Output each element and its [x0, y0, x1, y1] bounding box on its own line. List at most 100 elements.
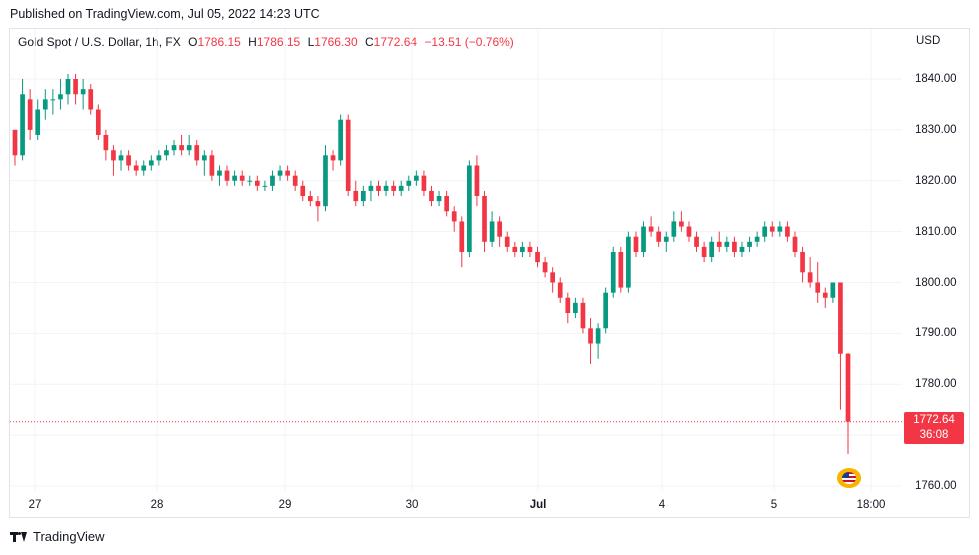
candle-body — [65, 79, 71, 95]
candle-body — [686, 226, 692, 237]
candle — [65, 73, 71, 105]
candle-body — [353, 190, 359, 202]
candle-body — [739, 246, 745, 252]
candle — [270, 170, 275, 191]
last-price-tag: 1772.64 36:08 — [904, 412, 964, 444]
ohlc-legend: Gold Spot / U.S. Dollar, 1h, FX O1786.15… — [18, 35, 514, 49]
candle-body — [217, 170, 222, 176]
candle — [822, 287, 828, 308]
candle-body — [641, 226, 646, 252]
candle — [580, 297, 586, 334]
candle-body — [383, 185, 389, 191]
candle — [300, 180, 306, 202]
low-label: L — [307, 35, 315, 49]
candle-body — [376, 185, 381, 191]
candle — [603, 287, 609, 334]
candle-body — [338, 119, 343, 161]
brand-name: TradingView — [33, 529, 105, 544]
x-tick-label: 27 — [28, 499, 42, 511]
candle — [217, 165, 222, 186]
candle — [648, 216, 654, 237]
candle — [141, 160, 147, 176]
candle — [785, 221, 790, 242]
candle-body — [467, 165, 472, 252]
candle-body — [186, 145, 192, 151]
candle-body — [573, 302, 578, 314]
candle-body — [95, 109, 101, 135]
candle-body — [807, 272, 813, 283]
x-tick-label: 30 — [405, 499, 419, 511]
candlestick-plot[interactable] — [10, 29, 902, 491]
candle — [845, 352, 851, 454]
candle — [732, 236, 737, 258]
candle — [58, 79, 63, 110]
tradingview-brand[interactable]: TradingView — [10, 529, 105, 544]
candle-body — [474, 165, 480, 197]
candle-body — [179, 145, 184, 151]
candle — [171, 140, 177, 156]
candle — [73, 73, 78, 105]
candle-body — [785, 226, 790, 237]
candle — [239, 170, 245, 186]
x-tick-label: 18:00 — [856, 499, 886, 511]
candle-body — [156, 155, 162, 161]
candle-body — [103, 134, 109, 151]
candle-body — [527, 246, 533, 252]
y-tick-label: 1820.00 — [915, 174, 957, 187]
candle — [103, 129, 109, 161]
candle-body — [323, 155, 328, 207]
candle — [573, 297, 578, 319]
candle-body — [747, 241, 752, 247]
candle-body — [732, 241, 737, 252]
symbol-title[interactable]: Gold Spot / U.S. Dollar, 1h, FX — [18, 35, 181, 49]
candle — [80, 79, 86, 110]
candle-body — [42, 99, 48, 110]
candle-body — [800, 251, 805, 273]
candle-body — [133, 165, 139, 171]
candle — [179, 134, 184, 156]
candle — [610, 246, 616, 298]
candle — [535, 246, 540, 268]
candle — [338, 114, 343, 166]
last-price-value: 1772.64 — [913, 414, 955, 426]
candle-body — [270, 175, 275, 186]
candle-body — [118, 155, 124, 161]
candle-body — [292, 175, 298, 186]
candle-body — [148, 160, 154, 166]
candle-body — [550, 272, 556, 283]
candle-body — [58, 94, 63, 100]
candle-body — [724, 241, 730, 247]
currency-label[interactable]: USD — [916, 35, 941, 47]
candle — [156, 150, 162, 166]
candle — [164, 145, 169, 161]
candle — [550, 267, 556, 293]
candle — [35, 99, 41, 141]
candle — [467, 160, 472, 258]
candle-body — [12, 129, 18, 156]
close-label: C — [365, 35, 374, 49]
candle-body — [254, 180, 260, 186]
candle — [315, 196, 321, 222]
y-tick-label: 1780.00 — [915, 378, 957, 391]
candle-body — [429, 190, 434, 202]
candle-body — [633, 236, 639, 252]
candle — [701, 241, 707, 263]
candle-body — [307, 196, 313, 202]
candle-body — [512, 246, 518, 252]
candle — [307, 190, 313, 207]
candle — [345, 114, 351, 197]
candle — [474, 155, 480, 207]
y-tick-label: 1830.00 — [915, 123, 957, 136]
candle — [421, 170, 427, 197]
us-flag-event-icon[interactable] — [837, 468, 861, 488]
candle — [489, 211, 495, 247]
candle-body — [141, 165, 147, 171]
candle-body — [701, 246, 707, 258]
candle-body — [398, 185, 404, 191]
candle — [800, 246, 805, 283]
candle — [679, 211, 684, 232]
candle-body — [762, 226, 768, 237]
candle — [398, 180, 404, 197]
candle — [209, 150, 215, 181]
candle — [254, 175, 260, 191]
